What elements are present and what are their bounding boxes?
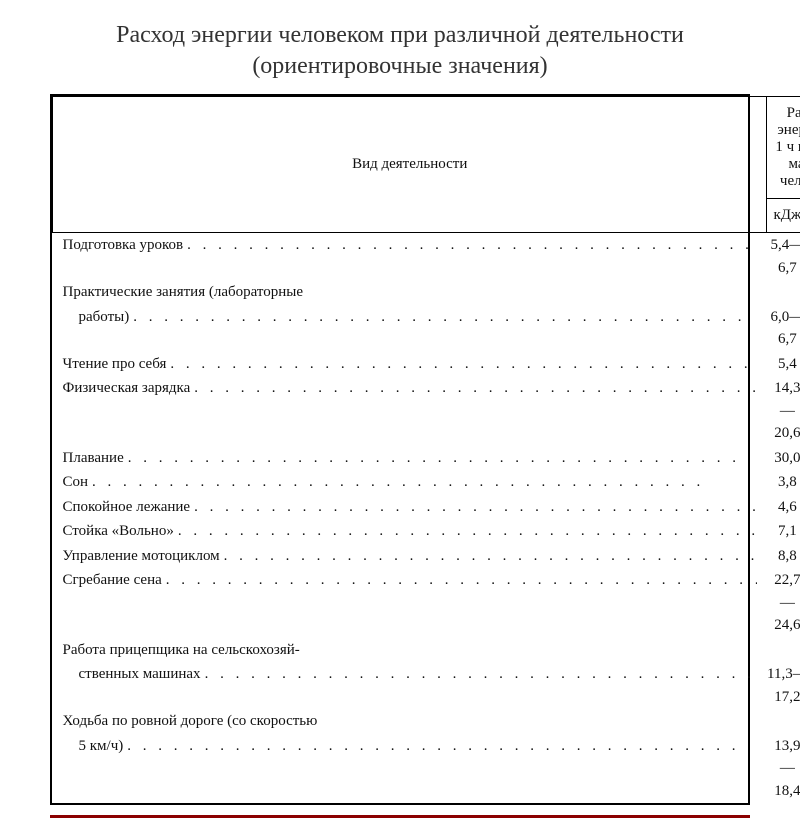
header-kj: кДж [767, 199, 800, 233]
cell-kj: 14,3—20,6 [767, 376, 800, 446]
activity-label-cont: работы) [63, 306, 134, 329]
dot-leader: . . . . . . . . . . . . . . . . . . . . … [194, 377, 757, 400]
dot-leader: . . . . . . . . . . . . . . . . . . . . … [187, 234, 757, 257]
table-body: Подготовка уроков. . . . . . . . . . . .… [53, 233, 800, 804]
cell-kj: 30,0 [767, 446, 800, 471]
table-row: Ходьба по ровной дороге (со скоростью [53, 709, 800, 734]
table-row: ственных машинах. . . . . . . . . . . . … [53, 662, 800, 709]
dot-leader: . . . . . . . . . . . . . . . . . . . . … [194, 496, 757, 519]
table-row: Сгребание сена. . . . . . . . . . . . . … [53, 568, 800, 638]
dot-leader: . . . . . . . . . . . . . . . . . . . . … [133, 306, 757, 329]
activity-label: Чтение про себя [63, 353, 171, 376]
cell-kj: 8,8 [767, 544, 800, 569]
table-row: работы). . . . . . . . . . . . . . . . .… [53, 305, 800, 352]
activity-label: Ходьба по ровной дороге (со скоростью [63, 710, 322, 733]
dot-leader: . . . . . . . . . . . . . . . . . . . . … [128, 447, 757, 470]
table-row: Физическая зарядка. . . . . . . . . . . … [53, 376, 800, 446]
activity-label: Стойка «Вольно» [63, 520, 178, 543]
cell-kj: 5,4 [767, 352, 800, 377]
activity-label: Физическая зарядка [63, 377, 195, 400]
cell-kj [767, 280, 800, 305]
title-line-1: Расход энергии человеком при различной д… [116, 22, 684, 48]
activity-label: Практические занятия (лабораторные [63, 281, 308, 304]
activity-label: Подготовка уроков [63, 234, 188, 257]
table-row: Чтение про себя. . . . . . . . . . . . .… [53, 352, 800, 377]
header-subhead: Расход энергии в 1 ч на 1 кг массы челов… [767, 97, 800, 199]
table-row: Стойка «Вольно». . . . . . . . . . . . .… [53, 519, 800, 544]
activity-label-cont: 5 км/ч) [63, 735, 128, 758]
dot-leader: . . . . . . . . . . . . . . . . . . . . … [178, 520, 757, 543]
table-row: Подготовка уроков. . . . . . . . . . . .… [53, 233, 800, 281]
dot-leader: . . . . . . . . . . . . . . . . . . . . … [224, 545, 757, 568]
dot-leader: . . . . . . . . . . . . . . . . . . . . … [170, 353, 757, 376]
dot-leader: . . . . . . . . . . . . . . . . . . . . … [127, 735, 757, 758]
cell-kj: 3,8 [767, 470, 800, 495]
activity-label: Спокойное лежание [63, 496, 195, 519]
activity-label-cont: ственных машинах [63, 663, 205, 686]
cell-kj: 22,7—24,6 [767, 568, 800, 638]
table-row: Работа прицепщика на сельскохозяй- [53, 638, 800, 663]
table-container: Вид деятельности Расход энергии в 1 ч на… [50, 94, 750, 805]
activity-label: Управление мотоциклом [63, 545, 224, 568]
dot-leader: . . . . . . . . . . . . . . . . . . . . … [166, 569, 757, 592]
table-row: Сон. . . . . . . . . . . . . . . . . . .… [53, 470, 800, 495]
dot-leader: . . . . . . . . . . . . . . . . . . . . … [205, 663, 757, 686]
title-line-2: (ориентировочные значения) [252, 53, 547, 79]
activity-label: Сон [63, 471, 93, 494]
cell-kj: 11,3—17,2 [767, 662, 800, 709]
cell-kj: 13,9—18,4 [767, 734, 800, 804]
cell-kj: 7,1 [767, 519, 800, 544]
table-row: Спокойное лежание. . . . . . . . . . . .… [53, 495, 800, 520]
activity-label: Работа прицепщика на сельскохозяй- [63, 639, 304, 662]
activity-label: Плавание [63, 447, 128, 470]
energy-table: Вид деятельности Расход энергии в 1 ч на… [52, 96, 800, 803]
dot-leader: . . . . . . . . . . . . . . . . . . . . … [92, 471, 757, 494]
cell-kj: 6,0—6,7 [767, 305, 800, 352]
cell-kj [767, 709, 800, 734]
activity-label: Сгребание сена [63, 569, 166, 592]
table-row: Плавание. . . . . . . . . . . . . . . . … [53, 446, 800, 471]
table-row: Практические занятия (лабораторные [53, 280, 800, 305]
cell-kj [767, 638, 800, 663]
table-row: Управление мотоциклом. . . . . . . . . .… [53, 544, 800, 569]
page-title: Расход энергии человеком при различной д… [50, 20, 750, 82]
cell-kj: 4,6 [767, 495, 800, 520]
cell-kj: 5,4—6,7 [767, 233, 800, 281]
header-activity: Вид деятельности [53, 97, 767, 233]
table-row: 5 км/ч). . . . . . . . . . . . . . . . .… [53, 734, 800, 804]
